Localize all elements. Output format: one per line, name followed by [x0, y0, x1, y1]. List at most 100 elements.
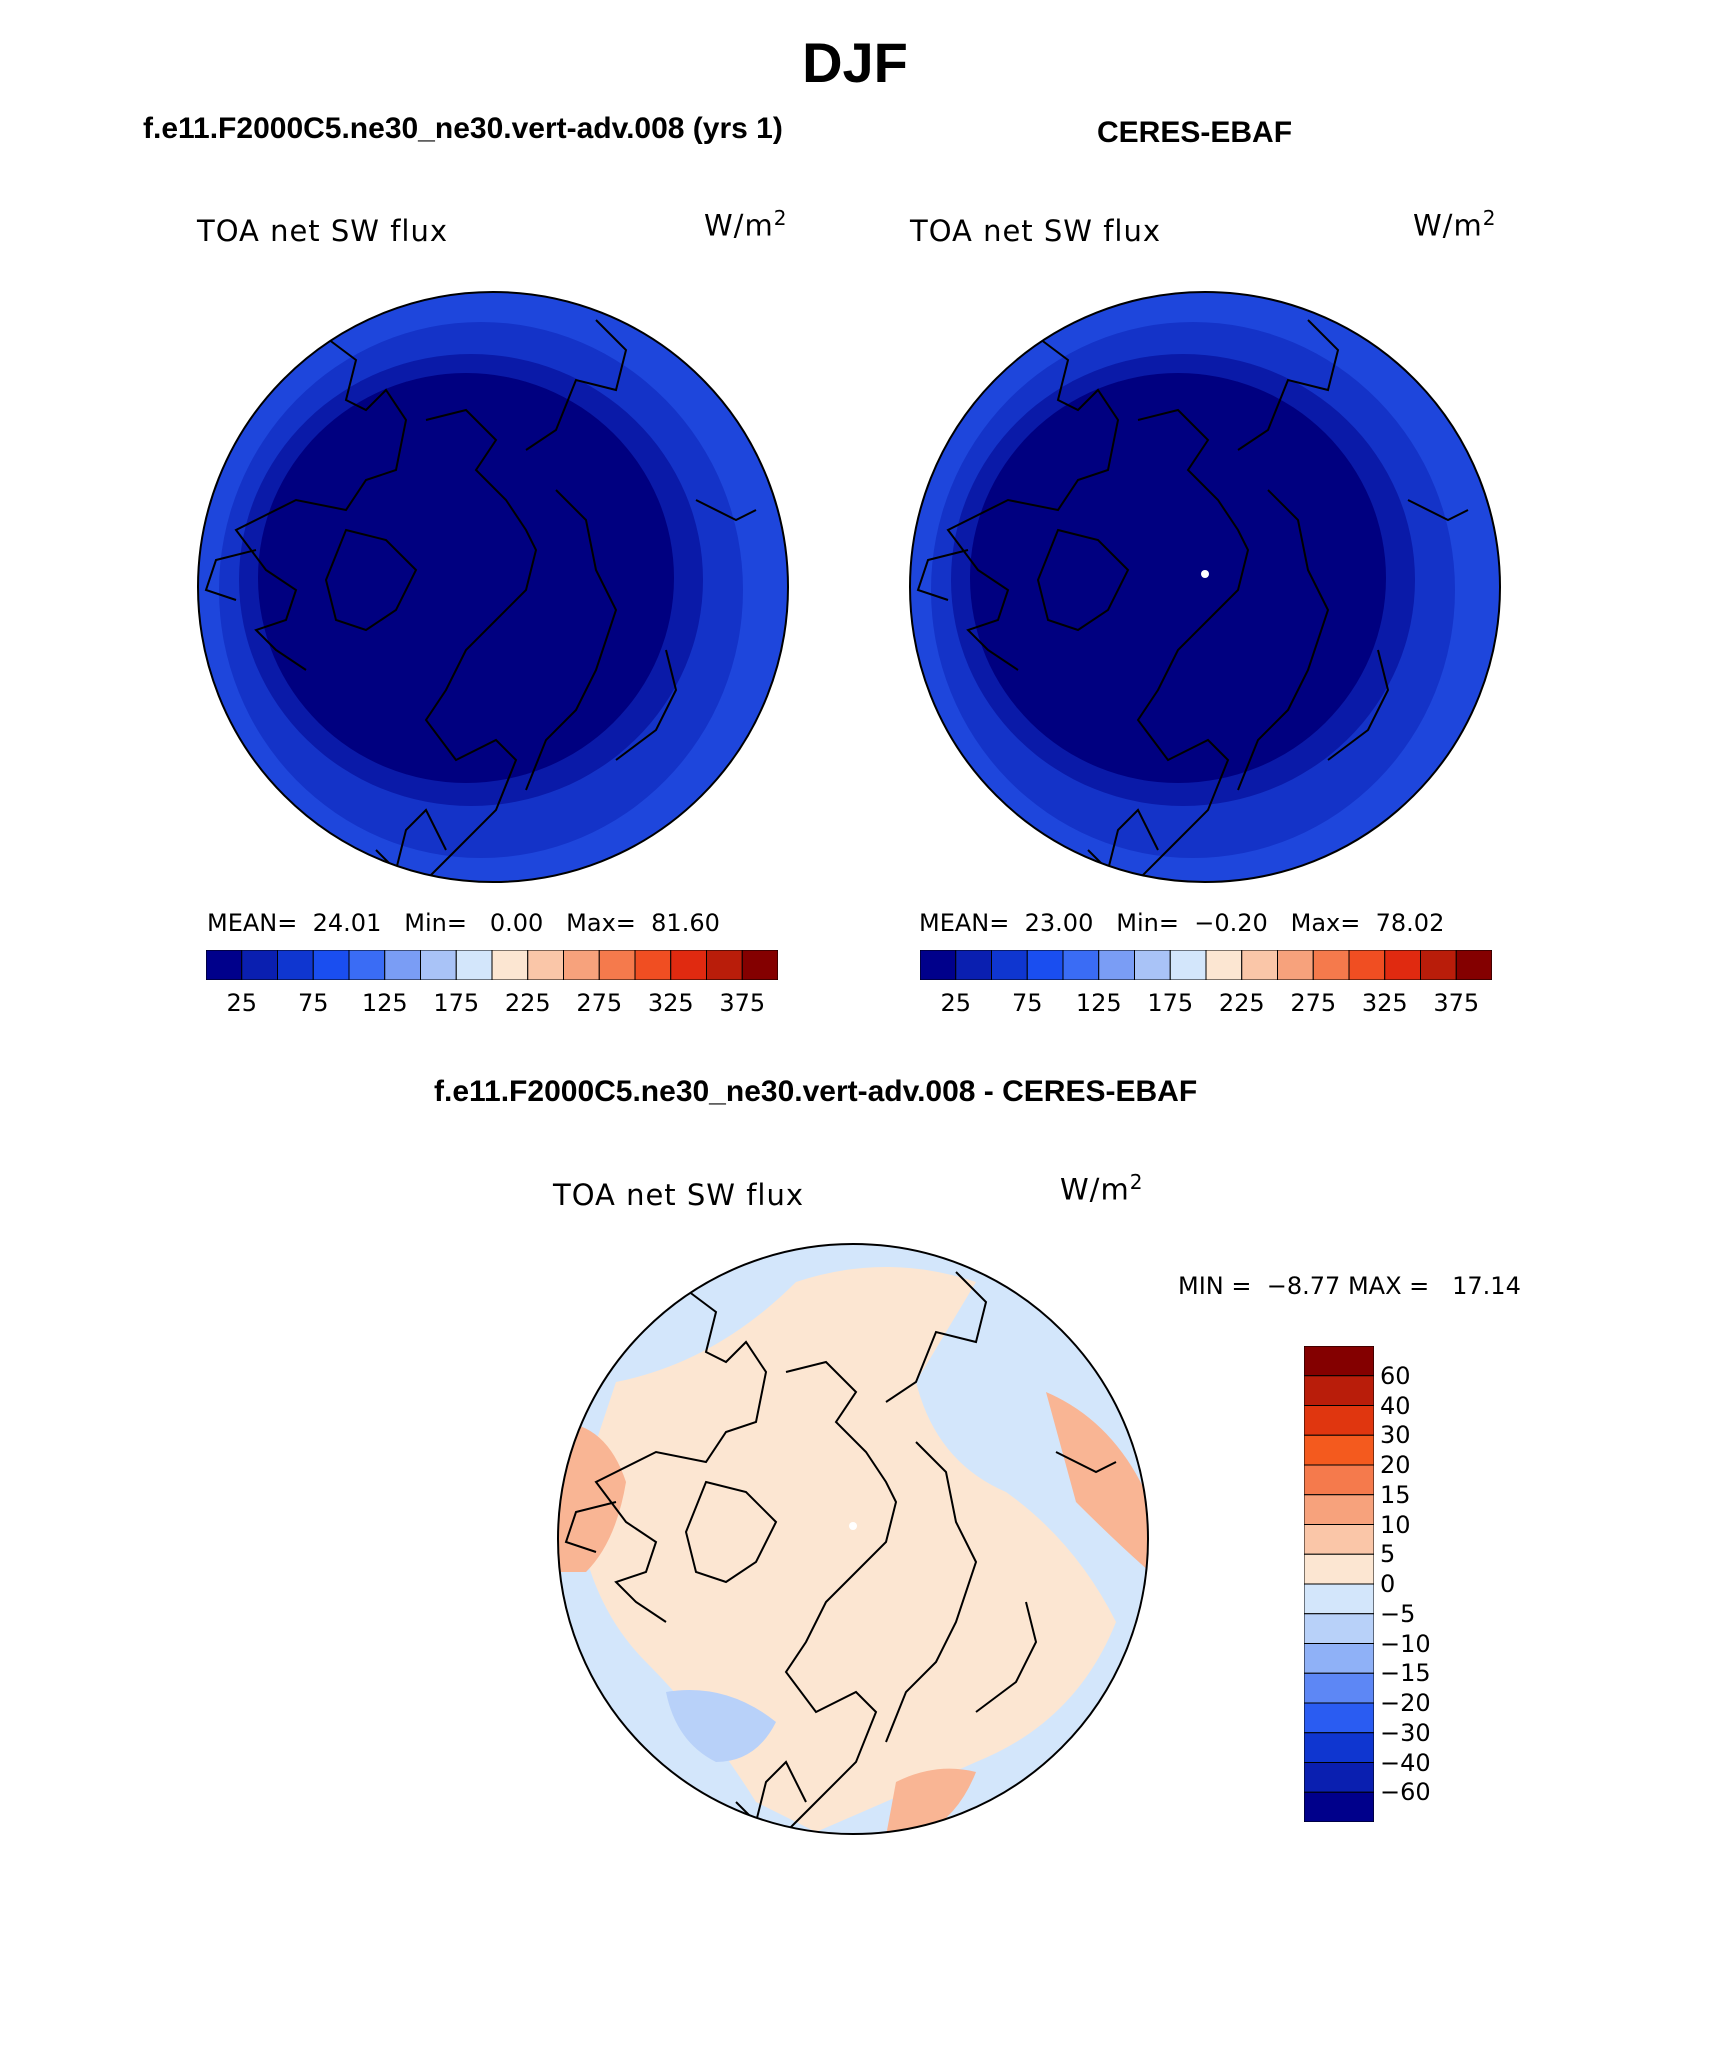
colorbar-tick-label: 125	[1075, 989, 1122, 1017]
colorbar-tick-label: 175	[1147, 989, 1194, 1017]
colorbar-swatch	[1304, 1405, 1374, 1436]
colorbar-swatch	[706, 950, 743, 980]
colorbar-swatch	[1304, 1375, 1374, 1406]
colorbar-level-label: −40	[1380, 1748, 1431, 1777]
colorbar-swatch	[955, 950, 992, 980]
diff-warm-anomaly-south	[886, 1768, 976, 1834]
colorbar-swatch	[1455, 950, 1492, 980]
colorbar-swatch	[1169, 950, 1207, 980]
colorbar-swatch	[1384, 950, 1421, 980]
colorbar-swatch	[312, 950, 350, 980]
colorbar-level-label: −30	[1380, 1718, 1431, 1747]
diff-colorbar	[1304, 1346, 1374, 1822]
diff-polar-map	[557, 1243, 1149, 1835]
colorbar-level-label: 20	[1380, 1451, 1411, 1479]
colorbar-swatch	[1304, 1672, 1374, 1704]
colorbar-tick-label: 325	[647, 989, 694, 1017]
field-core	[258, 373, 674, 783]
diff-case-title: f.e11.F2000C5.ne30_ne30.vert-adv.008 - C…	[434, 1075, 1198, 1108]
colorbar-swatch	[384, 950, 421, 980]
colorbar-tick-label: 325	[1361, 989, 1408, 1017]
diff-colorbar-labels: 60 40 30 20 15 10 5 0 −5 −10 −15 −20 −30 −40 −60	[1380, 1346, 1480, 1822]
obs-colorbar	[920, 950, 1492, 980]
colorbar-level-label: 30	[1380, 1421, 1411, 1450]
colorbar-tick-label: 25	[940, 989, 972, 1017]
colorbar-tick-label: 375	[719, 989, 766, 1017]
colorbar-swatch	[1026, 950, 1064, 980]
diff-warm-anomaly-west	[558, 1422, 626, 1572]
colorbar-level-label: −20	[1380, 1689, 1431, 1717]
colorbar-swatch	[1205, 950, 1243, 980]
colorbar-level-label: 5	[1380, 1540, 1396, 1569]
model-units: W/m2	[704, 206, 788, 243]
model-polar-map	[197, 291, 789, 883]
map-boundary	[197, 291, 789, 883]
model-variable-label: TOA net SW flux	[197, 214, 449, 248]
diff-stats: MIN = −8.77 MAX = 17.14	[1178, 1272, 1521, 1300]
colorbar-level-label: 40	[1380, 1391, 1411, 1420]
model-colorbar	[206, 950, 778, 980]
colorbar-tick-label: 25	[226, 989, 258, 1017]
obs-stats: MEAN= 23.00 Min= −0.20 Max= 78.02	[919, 909, 1445, 937]
colorbar-swatch	[1134, 950, 1171, 980]
colorbar-swatch	[277, 950, 314, 980]
diff-coastlines	[564, 1271, 1117, 1833]
colorbar-swatch	[527, 950, 564, 980]
colorbar-swatch	[670, 950, 707, 980]
colorbar-swatch	[1304, 1762, 1374, 1793]
colorbar-swatch	[348, 950, 386, 980]
colorbar-tick-label: 275	[576, 989, 623, 1017]
colorbar-tick-label: 175	[433, 989, 480, 1017]
colorbar-swatch	[491, 950, 529, 980]
colorbar-tick-label: 225	[1218, 989, 1265, 1017]
colorbar-swatch	[1304, 1524, 1374, 1555]
model-case-title: f.e11.F2000C5.ne30_ne30.vert-adv.008 (yr…	[143, 112, 783, 145]
model-stats: MEAN= 24.01 Min= 0.00 Max= 81.60	[207, 909, 720, 937]
figure-title: DJF	[802, 31, 908, 94]
colorbar-tick-label: 275	[1290, 989, 1337, 1017]
colorbar-swatch	[1420, 950, 1457, 980]
colorbar-swatch	[1304, 1791, 1374, 1822]
colorbar-swatch	[420, 950, 457, 980]
colorbar-tick-label: 375	[1433, 989, 1480, 1017]
obs-variable-label: TOA net SW flux	[910, 214, 1162, 248]
obs-polar-map	[909, 291, 1501, 883]
colorbar-swatch	[206, 950, 243, 980]
colorbar-swatch	[1277, 950, 1314, 980]
obs-units: W/m2	[1413, 206, 1497, 243]
colorbar-tick-label: 75	[1011, 989, 1043, 1017]
colorbar-swatch	[1304, 1346, 1374, 1377]
colorbar-swatch	[1241, 950, 1278, 980]
colorbar-tick-label: 225	[504, 989, 551, 1017]
colorbar-tick-label: 75	[297, 989, 329, 1017]
diff-units: W/m2	[1060, 1170, 1144, 1207]
colorbar-swatch	[1304, 1553, 1374, 1585]
colorbar-level-label: −60	[1380, 1778, 1431, 1807]
colorbar-swatch	[1304, 1464, 1374, 1496]
colorbar-swatch	[598, 950, 636, 980]
colorbar-tick-label: 125	[361, 989, 408, 1017]
diff-variable-label: TOA net SW flux	[553, 1178, 805, 1212]
colorbar-level-label: 0	[1380, 1570, 1396, 1598]
colorbar-swatch	[1348, 950, 1386, 980]
diff-warm-region	[576, 1267, 1116, 1832]
colorbar-level-label: −5	[1380, 1599, 1416, 1628]
model-colorbar-ticks: 25 75 125 175 225 275 325 375	[206, 989, 778, 1019]
colorbar-swatch	[1304, 1613, 1374, 1644]
colorbar-level-label: 15	[1380, 1480, 1411, 1509]
diff-cool-anomaly	[666, 1690, 776, 1762]
obs-case-title: CERES-EBAF	[1097, 116, 1293, 149]
diff-warm-anomaly-east	[1046, 1392, 1148, 1572]
colorbar-swatch	[1098, 950, 1135, 980]
colorbar-swatch	[634, 950, 672, 980]
colorbar-swatch	[920, 950, 957, 980]
colorbar-swatch	[1304, 1583, 1374, 1615]
obs-colorbar-ticks: 25 75 125 175 225 275 325 375	[920, 989, 1492, 1019]
colorbar-level-label: −10	[1380, 1629, 1431, 1658]
colorbar-swatch	[1304, 1643, 1374, 1674]
colorbar-swatch	[741, 950, 778, 980]
colorbar-swatch	[1062, 950, 1100, 980]
colorbar-swatch	[1304, 1434, 1374, 1466]
colorbar-swatch	[455, 950, 493, 980]
colorbar-swatch	[1304, 1494, 1374, 1525]
